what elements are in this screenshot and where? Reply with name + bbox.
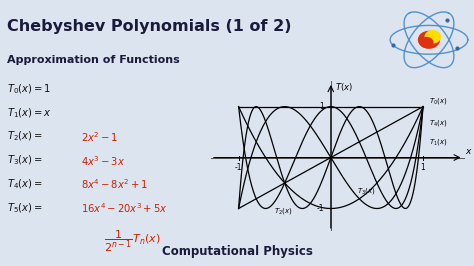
Text: Chebyshev Polynomials (1 of 2): Chebyshev Polynomials (1 of 2) <box>7 19 292 34</box>
Text: $T(x)$: $T(x)$ <box>336 81 353 93</box>
Text: $T_2(x) = $: $T_2(x) = $ <box>7 130 43 143</box>
Text: $T_1(x) = x$: $T_1(x) = x$ <box>7 106 52 120</box>
Circle shape <box>425 31 440 43</box>
Text: $4x^3-3x$: $4x^3-3x$ <box>81 154 125 168</box>
Text: Approximation of Functions: Approximation of Functions <box>7 55 180 65</box>
Circle shape <box>420 38 433 47</box>
Text: $T_4(x)$: $T_4(x)$ <box>428 118 447 128</box>
Text: -1: -1 <box>235 163 242 172</box>
Text: $T_0(x) = 1$: $T_0(x) = 1$ <box>7 82 51 96</box>
Text: $x$: $x$ <box>465 147 473 156</box>
Text: $\dfrac{1}{2^{n-1}}T_n(x)$: $\dfrac{1}{2^{n-1}}T_n(x)$ <box>104 228 161 254</box>
Text: Computational Physics: Computational Physics <box>162 246 312 259</box>
Circle shape <box>419 31 439 48</box>
Text: 1: 1 <box>420 163 425 172</box>
Text: 1: 1 <box>319 102 324 111</box>
Text: $T_0(x)$: $T_0(x)$ <box>428 95 447 106</box>
Text: $16x^4-20x^3+5x$: $16x^4-20x^3+5x$ <box>81 201 167 215</box>
Text: -1: -1 <box>317 204 324 213</box>
Text: $8x^4-8x^2+1$: $8x^4-8x^2+1$ <box>81 177 147 191</box>
Text: $T_4(x) = $: $T_4(x) = $ <box>7 177 43 191</box>
Text: $T_2(x)$: $T_2(x)$ <box>273 206 292 216</box>
Text: $T_5(x) = $: $T_5(x) = $ <box>7 201 43 215</box>
Text: $T_3(x) = $: $T_3(x) = $ <box>7 154 43 167</box>
Text: $T_3(x)$: $T_3(x)$ <box>356 186 375 196</box>
Text: $2x^2-1$: $2x^2-1$ <box>81 130 118 144</box>
Text: $T_1(x)$: $T_1(x)$ <box>428 137 447 147</box>
